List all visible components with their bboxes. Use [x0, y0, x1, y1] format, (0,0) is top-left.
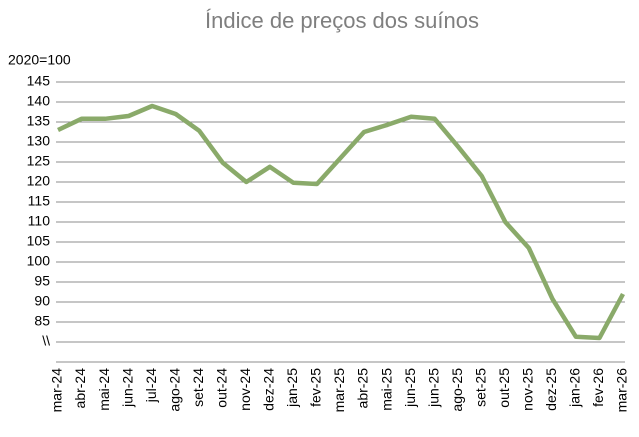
y-tick-label: 130	[27, 133, 51, 149]
x-tick-label: abr-25	[355, 368, 371, 409]
x-tick-label: jan-26	[567, 368, 583, 408]
x-tick-label: jun-24	[119, 368, 135, 408]
x-tick-label: jul-24	[143, 368, 159, 403]
x-tick-label: ago-25	[449, 368, 465, 412]
y-tick-label: \\	[42, 333, 50, 349]
y-tick-label: 140	[27, 93, 51, 109]
x-tick-label: ago-24	[166, 368, 182, 412]
x-tick-label: nov-24	[237, 368, 253, 411]
y-tick-label: 90	[34, 293, 50, 309]
y-tick-label: 110	[28, 213, 51, 229]
y-tick-label: 85	[34, 313, 50, 329]
x-tick-label: fev-25	[308, 368, 324, 407]
x-tick-label: jan-25	[284, 368, 300, 408]
x-tick-label: nov-25	[520, 368, 536, 411]
x-tick-label: out-25	[496, 368, 512, 408]
x-tick-label: jun-25	[425, 368, 441, 408]
x-tick-label: out-24	[213, 368, 229, 408]
x-tick-label: dez-24	[261, 368, 277, 411]
chart-title: Índice de preços dos suínos	[205, 8, 479, 33]
y-tick-label: 135	[27, 113, 51, 129]
x-tick-label: set-25	[472, 368, 488, 407]
y-tick-label: 100	[27, 253, 51, 269]
x-tick-label: jun-25	[402, 368, 418, 408]
x-tick-label: abr-24	[72, 368, 88, 409]
x-tick-label: mai-24	[96, 368, 112, 411]
x-tick-label: mai-25	[378, 368, 394, 411]
y-tick-label: 95	[34, 273, 50, 289]
x-tick-label: mar-26	[614, 368, 630, 413]
x-tick-label: dez-25	[543, 368, 559, 411]
y-tick-label: 145	[27, 73, 51, 89]
x-tick-label: mar-24	[49, 368, 65, 413]
line-series	[57, 103, 625, 341]
x-tick-label: set-24	[190, 368, 206, 407]
x-tick-label: fev-26	[590, 368, 606, 407]
y-tick-label: 105	[27, 233, 51, 249]
y-tick-label: 125	[27, 153, 51, 169]
y-axis-label: 2020=100	[8, 52, 71, 68]
y-tick-label: 115	[28, 193, 51, 209]
y-tick-label: 120	[27, 173, 51, 189]
x-tick-label: mar-25	[331, 368, 347, 413]
